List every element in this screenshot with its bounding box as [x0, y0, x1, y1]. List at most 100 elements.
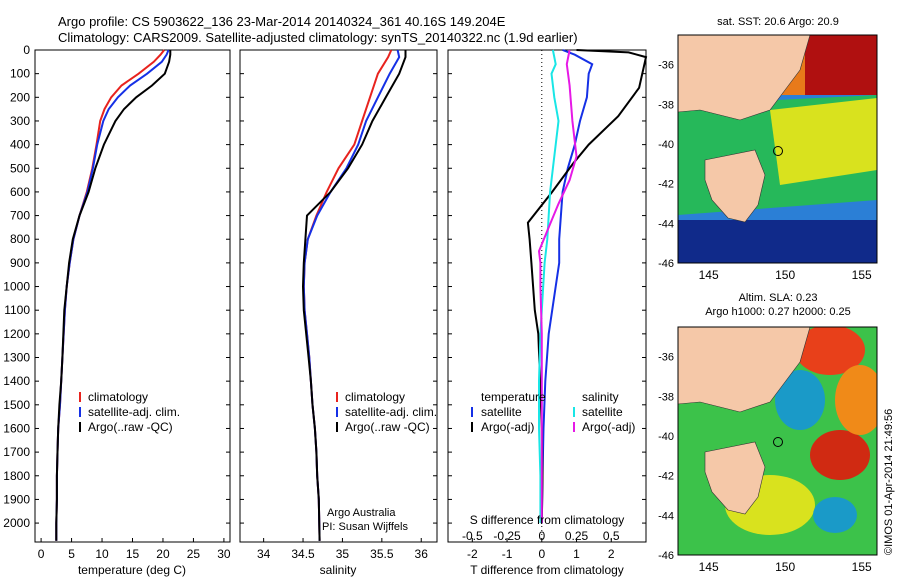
legend-climatology-label: climatology: [345, 390, 405, 404]
map-y-tick-label: -44: [658, 510, 674, 522]
y-tick-label: 200: [10, 90, 30, 104]
argo-float-marker: [773, 437, 783, 447]
map-y-tick-label: -38: [658, 99, 674, 111]
series-line-argo-raw-qc-: [55, 50, 172, 541]
sla-negative-eddy-1: [775, 370, 825, 430]
s-tick-label: 0: [538, 529, 545, 543]
header-title-line2: Climatology: CARS2009. Satellite-adjuste…: [58, 30, 578, 45]
temperature-xlabel: temperature (deg C): [78, 563, 186, 577]
imos-credit: ©IMOS 01-Apr-2014 21:49:56: [883, 409, 895, 555]
y-tick-label: 400: [10, 138, 30, 152]
s-tick-label: -0.5: [462, 529, 483, 543]
legend-satellite-label: satellite-adj. clim.: [88, 405, 180, 419]
y-tick-label: 1100: [4, 303, 30, 317]
salinity-annotation-line2: PI: Susan Wijffels: [322, 521, 408, 533]
series-line-climatology: [55, 49, 165, 541]
x-tick-label: 1: [573, 547, 580, 561]
map-x-tick-label: 150: [775, 268, 795, 282]
x-tick-label: 0: [38, 547, 45, 561]
sla-negative-eddy-2: [813, 497, 857, 533]
map-y-tick-label: -46: [658, 550, 674, 562]
legend-title: salinity: [582, 390, 619, 404]
difference-panel-frame: [447, 49, 647, 543]
map-x-tick-label: 155: [852, 268, 872, 282]
difference-legend-salinity: salinity satellite Argo(-adj): [573, 390, 635, 434]
map-y-tick-label: -40: [658, 139, 674, 151]
map-y-tick-label: -42: [658, 179, 674, 191]
sst-map-title: sat. SST: 20.6 Argo: 20.9: [717, 16, 839, 28]
sla-positive-eddy-1: [795, 327, 865, 375]
series-line-argo-raw-qc-: [301, 50, 407, 541]
legend-satellite-label: satellite: [582, 405, 623, 419]
y-tick-label: 0: [23, 43, 30, 57]
series-line-satellite: [540, 49, 594, 524]
argo-float-marker: [773, 146, 783, 156]
map-y-tick-label: -40: [658, 431, 674, 443]
legend-argo-label: Argo(..raw -QC): [345, 420, 430, 434]
y-tick-label: 1900: [3, 492, 30, 506]
map-y-tick-label: -44: [658, 218, 674, 230]
legend-satellite-label: satellite-adj. clim.: [345, 405, 437, 419]
sla-map: [678, 327, 877, 555]
map-x-tick-label: 155: [852, 560, 872, 574]
x-tick-label: 30: [217, 547, 231, 561]
y-tick-label: 300: [10, 114, 30, 128]
y-tick-label: 100: [10, 67, 30, 81]
legend-title: temperature: [481, 390, 546, 404]
header-title-line1: Argo profile: CS 5903622_136 23-Mar-2014…: [58, 14, 506, 29]
x-tick-label: 35.5: [370, 547, 394, 561]
y-tick-label: 1300: [3, 351, 30, 365]
y-tick-label: 500: [10, 161, 30, 175]
salinity-legend: climatology satellite-adj. clim. Argo(..…: [336, 390, 437, 434]
x-tick-label: 35: [336, 547, 350, 561]
s-tick-label: -0.25: [493, 529, 521, 543]
legend-argo-label: Argo(-adj): [481, 420, 534, 434]
series-line-argo-adj-: [526, 49, 648, 524]
mainland-coast: [678, 35, 811, 121]
x-tick-label: 34.5: [291, 547, 315, 561]
sst-map: [678, 35, 877, 263]
difference-legend-temperature: temperature satellite Argo(-adj): [471, 390, 546, 434]
y-tick-label: 700: [10, 209, 30, 223]
mainland-coast: [678, 327, 811, 413]
s-tick-label: 0.25: [565, 529, 589, 543]
plot-layer: 0 5 10 15 20 25 300100200300400500600700800900…: [3, 43, 872, 574]
salinity-annotation-line1: Argo Australia: [327, 507, 396, 519]
sla-map-frame: [677, 326, 878, 556]
x-tick-label: 34: [257, 547, 271, 561]
series-line-satellite-adj-clim-: [55, 49, 170, 541]
x-tick-label: 36: [415, 547, 429, 561]
sst-hot-band: [805, 35, 877, 95]
sst-map-frame: [677, 34, 878, 264]
y-tick-label: 1400: [3, 374, 30, 388]
y-tick-label: 1700: [3, 445, 30, 459]
series-line-satellite-adj-clim-: [302, 49, 401, 541]
y-tick-label: 1500: [3, 398, 30, 412]
x-tick-label: 0: [538, 547, 545, 561]
s-tick-label: 0.5: [603, 529, 620, 543]
map-y-tick-label: -36: [658, 352, 674, 364]
y-tick-label: 2000: [3, 516, 30, 530]
legend-argo-label: Argo(-adj): [582, 420, 635, 434]
sla-map-subtitle: Argo h1000: 0.27 h2000: 0.25: [705, 306, 851, 318]
y-tick-label: 900: [10, 256, 30, 270]
difference-xlabel: T difference from climatology: [470, 563, 624, 577]
sst-yellow-band: [770, 98, 877, 185]
legend-argo-label: Argo(..raw -QC): [88, 420, 173, 434]
sla-warm-patch: [835, 365, 877, 435]
sla-positive-eddy-2: [810, 430, 870, 480]
map-x-tick-label: 150: [775, 560, 795, 574]
map-y-tick-label: -46: [658, 258, 674, 270]
legend-satellite-label: satellite: [481, 405, 522, 419]
map-x-tick-label: 145: [699, 268, 719, 282]
x-tick-label: 20: [156, 547, 170, 561]
x-tick-label: 5: [68, 547, 75, 561]
y-tick-label: 1600: [3, 421, 30, 435]
tasmania: [704, 149, 766, 223]
temperature-panel-frame: [34, 49, 231, 543]
y-tick-label: 1000: [3, 280, 30, 294]
x-tick-label: -1: [502, 547, 513, 561]
salinity-panel-frame: [239, 49, 438, 543]
x-tick-label: 2: [608, 547, 615, 561]
